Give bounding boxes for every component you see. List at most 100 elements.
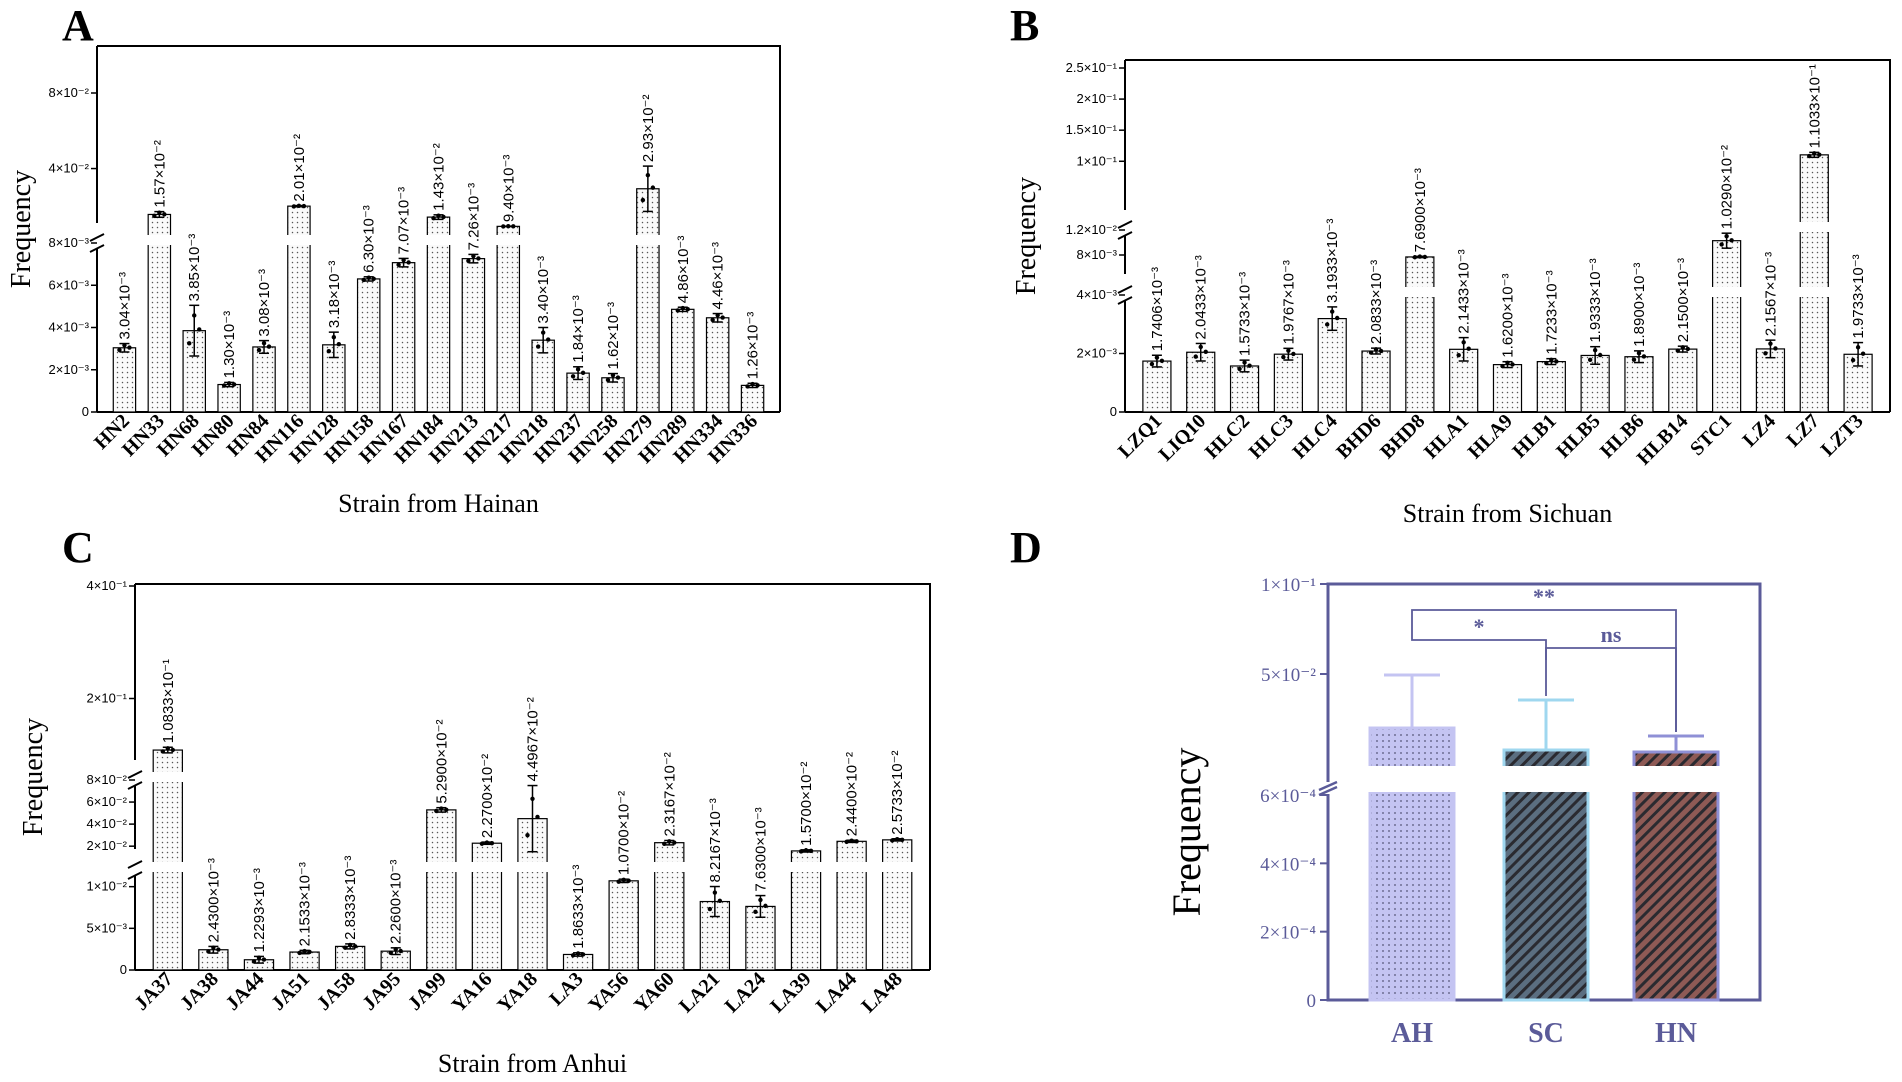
data-point: [1373, 347, 1379, 352]
data-point: [707, 906, 713, 912]
data-point: [1505, 360, 1510, 366]
bar-break-gap: [495, 235, 522, 245]
data-point: [1500, 363, 1505, 369]
axis-break: [89, 233, 105, 242]
bar: [740, 384, 765, 413]
bar: [217, 383, 241, 413]
panel-label: A: [62, 1, 94, 50]
data-label: 7.6900×10⁻³: [1412, 168, 1429, 252]
axis-break: [127, 871, 143, 880]
data-label: 1.62×10⁻³: [605, 302, 622, 370]
data-label: 2.4400×10⁻²: [844, 752, 861, 836]
x-tick-label: BHD6: [1332, 410, 1385, 463]
data-point: [758, 897, 763, 903]
data-label: 2.01×10⁻²: [291, 134, 308, 202]
data-point: [1242, 360, 1247, 365]
y-tick-label: 4×10⁻³: [49, 320, 90, 335]
data-point: [1198, 344, 1203, 350]
x-tick-label: HLC4: [1288, 410, 1341, 463]
y-tick-label: 1×10⁻¹: [1261, 575, 1316, 596]
data-point: [1325, 322, 1330, 327]
data-label: 1.2293×10⁻³: [251, 868, 268, 952]
x-tick-label: BHD8: [1376, 410, 1429, 463]
data-point: [439, 806, 444, 811]
x-axis-label: Strain from Anhui: [438, 1049, 627, 1078]
bar: [1755, 348, 1786, 413]
bar: [112, 347, 137, 413]
data-point: [388, 950, 393, 956]
data-point: [1159, 358, 1165, 363]
data-label: 7.07×10⁻³: [396, 187, 413, 255]
data-label: 3.40×10⁻³: [535, 256, 552, 324]
panel-d: 02×10⁻⁴4×10⁻⁴6×10⁻⁴5×10⁻²1×10⁻¹AH SC HN***…: [1010, 523, 1762, 1049]
panel-label: C: [62, 523, 94, 572]
data-point: [1203, 349, 1208, 354]
bar: [152, 749, 183, 971]
data-point: [1466, 346, 1471, 351]
data-point: [231, 382, 237, 387]
data-point: [710, 317, 715, 323]
data-label: 1.5700×10⁻²: [798, 762, 815, 846]
bar: [391, 262, 416, 413]
data-point: [396, 262, 401, 267]
data-point: [717, 898, 723, 903]
data-point: [1247, 363, 1252, 368]
data-point: [302, 948, 307, 954]
data-label: 2.4300×10⁻³: [205, 858, 222, 942]
data-label: 2.2600×10⁻³: [388, 860, 405, 944]
x-tick-label: HN: [1655, 1018, 1697, 1049]
axis-break: [127, 781, 143, 790]
data-point: [406, 260, 411, 265]
data-point: [466, 258, 471, 263]
data-label: 1.43×10⁻²: [431, 143, 448, 211]
bar: [461, 258, 486, 413]
data-label: 2.1567×10⁻³: [1762, 252, 1779, 336]
bar: [705, 317, 730, 413]
data-point: [575, 951, 581, 956]
data-point: [667, 839, 672, 844]
y-tick-label: 5×10⁻²: [1261, 665, 1316, 686]
x-tick-label: JA51: [267, 968, 314, 1015]
data-label: 4.4967×10⁻²: [525, 697, 542, 781]
data-point: [489, 840, 495, 846]
data-label: 7.6300×10⁻³: [752, 807, 769, 891]
significance-label: **: [1533, 584, 1555, 609]
data-point: [1812, 151, 1817, 156]
data-point: [170, 747, 175, 753]
data-point: [1154, 355, 1160, 360]
data-point: [1592, 347, 1598, 353]
data-point: [1286, 348, 1291, 353]
bar-break-gap: [146, 235, 173, 245]
data-point: [712, 890, 718, 895]
y-tick-label: 2×10⁻¹: [87, 691, 128, 706]
bar: [1799, 154, 1829, 413]
bar-break-gap: [151, 772, 185, 782]
axis-break: [1117, 285, 1133, 294]
data-point: [511, 224, 516, 229]
data-point: [371, 276, 376, 282]
data-point: [393, 946, 398, 952]
data-label: 7.26×10⁻³: [465, 183, 482, 251]
data-point: [685, 307, 690, 312]
data-point: [347, 942, 353, 948]
data-point: [127, 345, 132, 350]
x-tick-label: HLC2: [1201, 410, 1254, 463]
bar: [601, 377, 625, 413]
data-label: 1.8900×10⁻³: [1631, 263, 1648, 347]
y-tick-label: 4×10⁻²: [87, 816, 128, 831]
frame: [97, 45, 781, 412]
panel-b: 0 2×10⁻³ 4×10⁻³ 8×10⁻³ 1.2×10⁻² 1×10⁻¹ 1.5×10⁻…: [1010, 1, 1891, 528]
data-point: [650, 185, 656, 190]
data-point: [1724, 233, 1729, 239]
data-point: [479, 841, 485, 846]
x-tick-label: JA38: [176, 968, 223, 1015]
x-tick-label: HLB5: [1552, 410, 1605, 463]
y-axis-label: Frequency: [18, 718, 49, 836]
data-point: [261, 340, 267, 346]
data-label: 1.7406×10⁻³: [1149, 267, 1166, 351]
data-point: [361, 277, 366, 283]
x-tick-label: YA18: [493, 968, 542, 1017]
data-point: [640, 197, 646, 203]
data-point: [401, 257, 406, 263]
data-point: [398, 948, 403, 954]
